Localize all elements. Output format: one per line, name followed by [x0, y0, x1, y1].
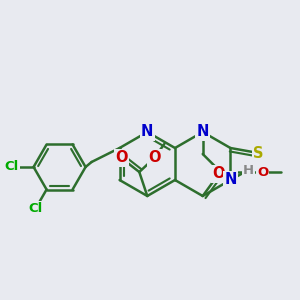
- Text: O: O: [257, 166, 268, 178]
- Text: N: N: [141, 124, 154, 140]
- Text: N: N: [224, 172, 237, 188]
- Text: O: O: [115, 151, 128, 166]
- Text: O: O: [212, 167, 225, 182]
- Text: Cl: Cl: [4, 160, 19, 173]
- Text: N: N: [196, 124, 209, 140]
- Text: H: H: [243, 164, 254, 176]
- Text: Cl: Cl: [28, 202, 43, 215]
- Text: S: S: [253, 146, 264, 160]
- Text: O: O: [148, 151, 161, 166]
